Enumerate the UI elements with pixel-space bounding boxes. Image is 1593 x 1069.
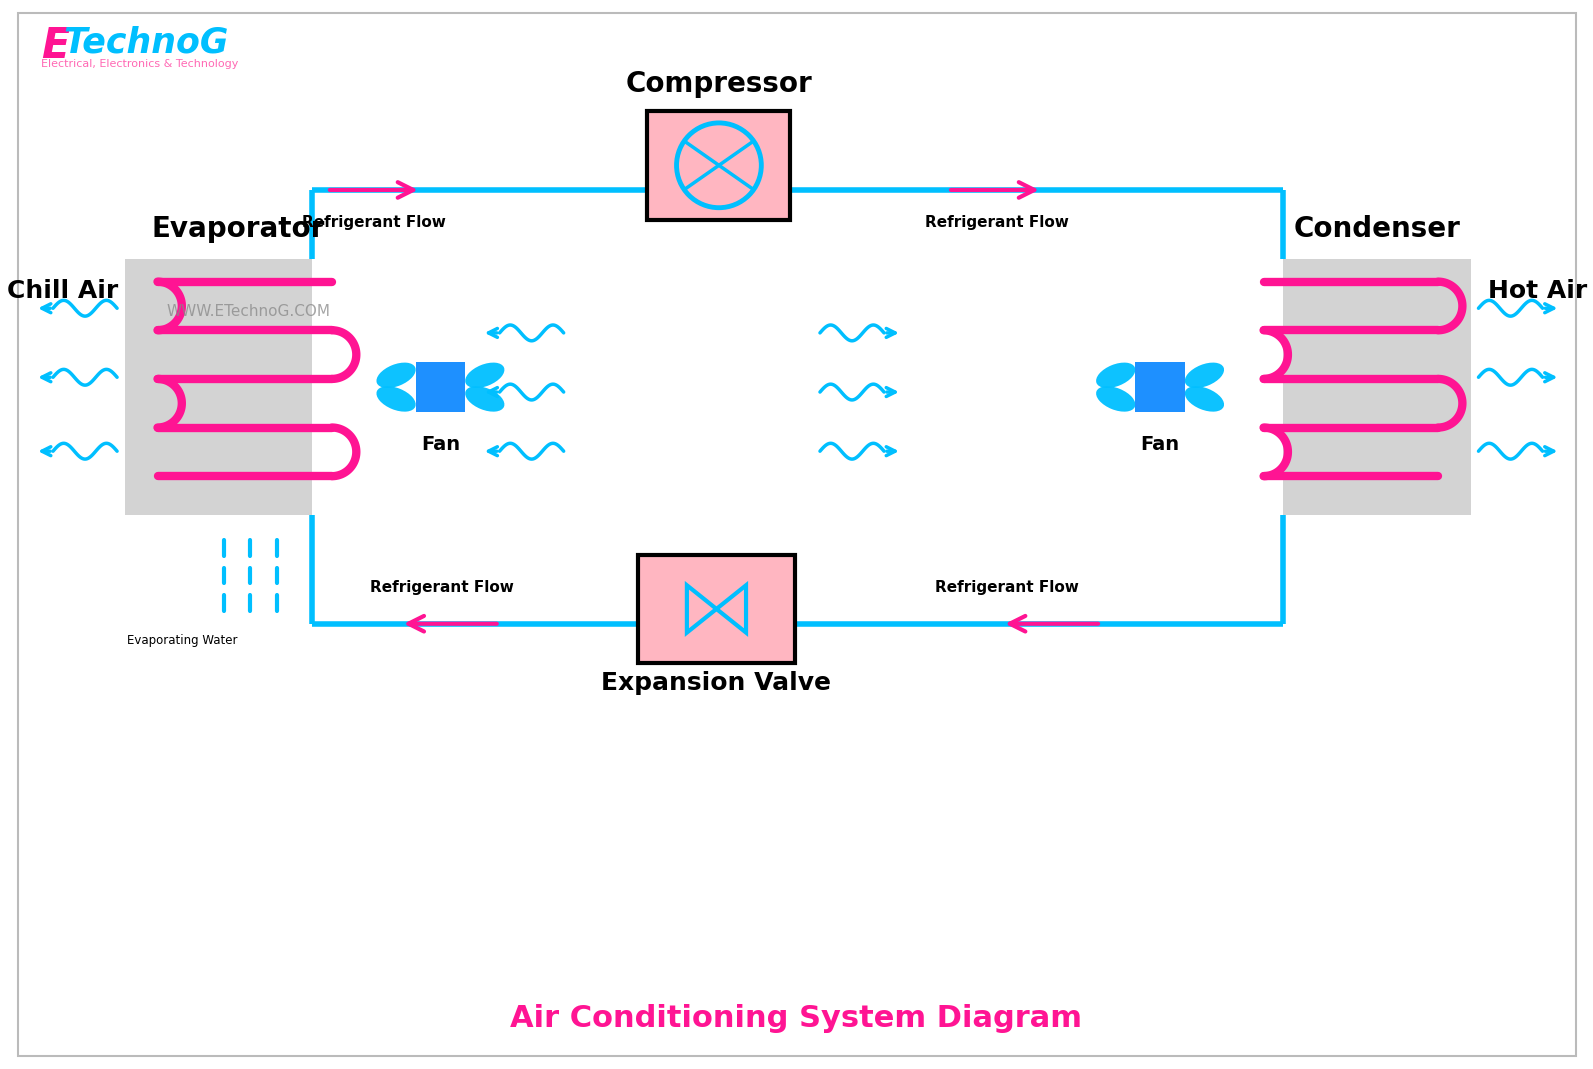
Ellipse shape [1185,362,1223,388]
Text: Evaporating Water: Evaporating Water [127,634,237,647]
Bar [1136,362,1185,412]
Bar [124,259,312,515]
Text: Compressor: Compressor [626,71,812,98]
Text: Electrical, Electronics & Technology: Electrical, Electronics & Technology [41,59,239,68]
Text: E: E [41,26,70,67]
Bar [647,111,790,219]
Bar [637,555,795,663]
Ellipse shape [465,386,505,412]
Ellipse shape [376,362,416,388]
Text: Refrigerant Flow: Refrigerant Flow [371,579,515,594]
Text: Expansion Valve: Expansion Valve [602,671,832,695]
Text: Air Conditioning System Diagram: Air Conditioning System Diagram [510,1004,1082,1033]
Text: Fan: Fan [421,435,460,454]
Text: Refrigerant Flow: Refrigerant Flow [926,215,1069,230]
Text: Chill Air: Chill Air [8,279,118,304]
Ellipse shape [1096,386,1136,412]
Text: TechnoG: TechnoG [62,26,228,59]
Bar [416,362,465,412]
Text: Condenser: Condenser [1294,215,1461,244]
Text: Fan: Fan [1141,435,1180,454]
Ellipse shape [465,362,505,388]
Text: Evaporator: Evaporator [151,215,325,244]
Text: Refrigerant Flow: Refrigerant Flow [303,215,446,230]
Text: WWW.ETechnoG.COM: WWW.ETechnoG.COM [166,304,330,319]
Text: Refrigerant Flow: Refrigerant Flow [935,579,1078,594]
Ellipse shape [1185,386,1223,412]
Text: Hot Air: Hot Air [1488,279,1587,304]
Ellipse shape [1096,362,1136,388]
Bar [1284,259,1470,515]
Ellipse shape [376,386,416,412]
